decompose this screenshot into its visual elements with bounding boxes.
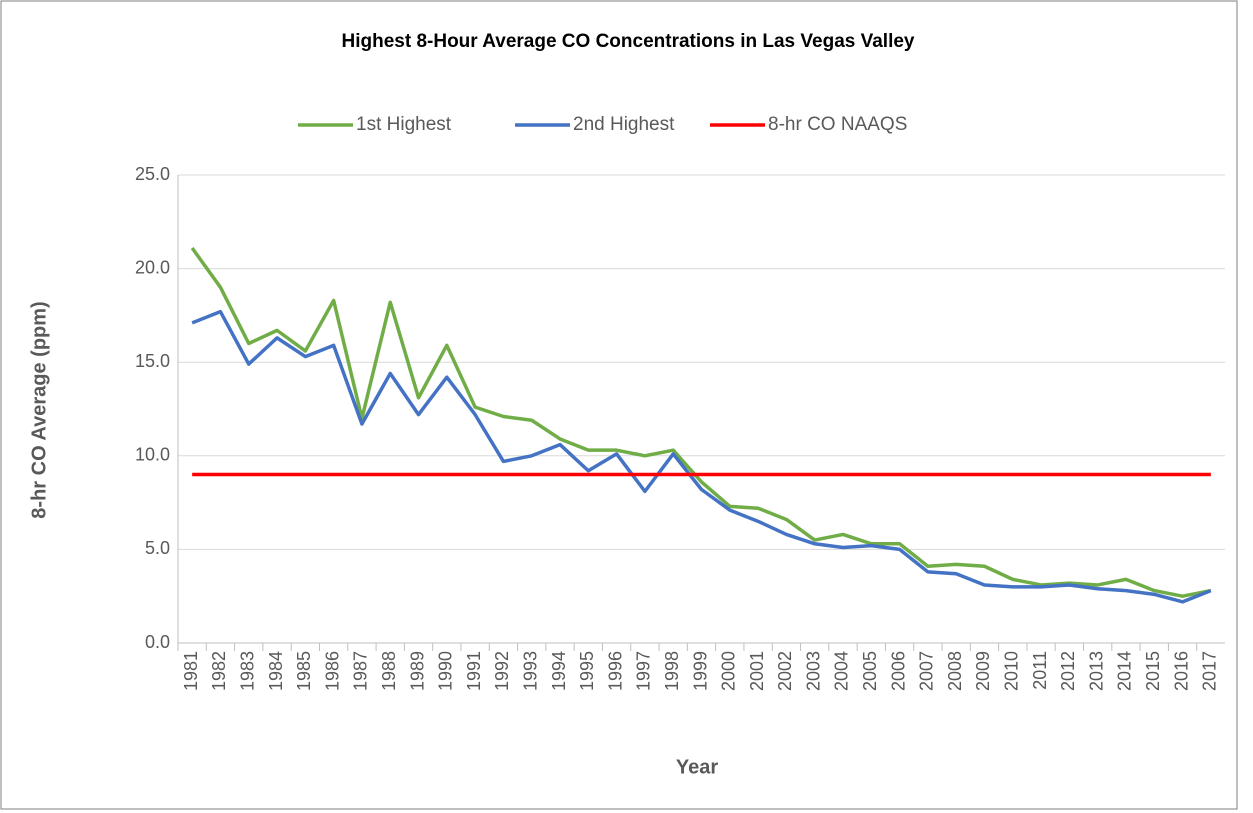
legend-label: 1st Highest (356, 114, 452, 135)
x-tick-label: 2005 (860, 651, 880, 691)
x-tick-label: 1986 (322, 651, 342, 691)
y-tick-label: 15.0 (135, 351, 170, 371)
x-tick-label: 1992 (492, 651, 512, 691)
x-tick-label: 1994 (549, 651, 569, 691)
x-tick-label: 2002 (775, 651, 795, 691)
x-tick-label: 1983 (237, 651, 257, 691)
x-tick-label: 1981 (181, 651, 201, 691)
y-tick-label: 25.0 (135, 164, 170, 184)
x-tick-label: 1988 (379, 651, 399, 691)
x-tick-label: 1985 (294, 651, 314, 691)
y-axis-title: 8-hr CO Average (ppm) (28, 301, 50, 518)
x-tick-label: 2001 (747, 651, 767, 691)
x-tick-label: 1999 (690, 651, 710, 691)
x-tick-label: 2008 (945, 651, 965, 691)
x-tick-label: 2000 (719, 651, 739, 691)
x-tick-label: 1997 (634, 651, 654, 691)
x-tick-label: 1989 (407, 651, 427, 691)
x-tick-label: 1987 (351, 651, 371, 691)
x-tick-label: 1996 (605, 651, 625, 691)
y-tick-label: 0.0 (145, 632, 170, 652)
x-axis-title: Year (676, 756, 718, 778)
chart-title: Highest 8-Hour Average CO Concentrations… (342, 31, 915, 52)
x-tick-label: 1998 (662, 651, 682, 691)
x-tick-label: 2013 (1086, 651, 1106, 691)
x-tick-label: 1982 (209, 651, 229, 691)
y-tick-label: 5.0 (145, 538, 170, 558)
y-tick-label: 10.0 (135, 445, 170, 465)
x-tick-label: 2006 (888, 651, 908, 691)
legend-label: 2nd Highest (573, 114, 675, 135)
x-tick-label: 1984 (266, 651, 286, 691)
x-tick-label: 2007 (917, 651, 937, 691)
line-series (191, 309, 1212, 604)
x-tick-label: 2004 (832, 651, 852, 691)
x-tick-label: 2015 (1143, 651, 1163, 691)
legend-label: 8-hr CO NAAQS (768, 114, 907, 135)
x-tick-label: 2016 (1171, 651, 1191, 691)
x-tick-label: 2017 (1200, 651, 1220, 691)
x-tick-label: 2011 (1030, 651, 1050, 690)
x-tick-label: 2003 (803, 651, 823, 691)
y-tick-label: 20.0 (135, 257, 170, 277)
x-tick-label: 1991 (464, 651, 484, 691)
x-tick-label: 1990 (436, 651, 456, 691)
x-tick-label: 1993 (520, 651, 540, 691)
x-tick-label: 2009 (973, 651, 993, 691)
line-series (190, 246, 1212, 598)
x-tick-label: 1995 (577, 651, 597, 691)
x-tick-label: 2012 (1058, 651, 1078, 691)
x-tick-label: 2010 (1002, 651, 1022, 691)
x-tick-label: 2014 (1115, 651, 1135, 691)
